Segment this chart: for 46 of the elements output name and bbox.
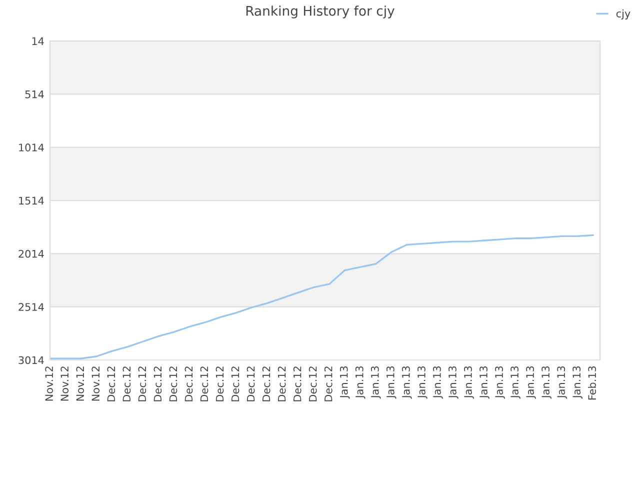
x-tick-label: Jan.13 <box>464 366 474 399</box>
x-tick-label: Dec.12 <box>154 366 162 402</box>
x-tick-label: Nov.12 <box>45 366 54 401</box>
x-tick-label: Jan.13 <box>495 366 505 399</box>
x-tick-label: Dec.12 <box>122 366 131 402</box>
line-series <box>50 234 594 360</box>
x-tick-label: Dec.12 <box>308 366 317 402</box>
x-tick-label: Jan.13 <box>355 366 366 399</box>
x-tick-label: Jan.13 <box>448 366 458 399</box>
x-tick-label: Jan.13 <box>386 366 396 399</box>
x-tick-label: Nov.12 <box>92 366 100 401</box>
x-tick-label: Jan.13 <box>557 366 567 399</box>
x-tick-label: Dec.12 <box>324 366 332 402</box>
x-tick-label: Dec.12 <box>107 366 116 402</box>
x-tick-label: Dec.12 <box>246 366 255 402</box>
x-tick-label: Jan.13 <box>480 366 490 399</box>
y-tick-label: 1014 <box>19 144 44 152</box>
x-tick-label: Dec.12 <box>278 366 286 402</box>
x-tick-label: Jan.13 <box>526 366 536 399</box>
x-tick-label: Dec.12 <box>169 366 178 402</box>
x-tick-label: Dec.12 <box>293 366 302 402</box>
x-tick-label: Feb.13 <box>588 366 596 400</box>
y-tick-label: 3014 <box>18 356 44 364</box>
x-tick-label: Jan.13 <box>542 366 552 399</box>
x-tick-label: Jan.13 <box>510 366 520 399</box>
x-tick-label: Dec.12 <box>138 366 146 402</box>
y-tick-label: 1514 <box>19 196 44 205</box>
x-tick-label: Jan.13 <box>418 366 428 399</box>
x-tick-label: Jan.13 <box>340 366 350 399</box>
legend-label: cjy <box>616 9 630 20</box>
y-tick-label: 2014 <box>18 250 44 258</box>
x-tick-label: Dec.12 <box>184 366 193 402</box>
y-tick-label: 14 <box>32 37 44 45</box>
y-tick-label: 514 <box>25 90 44 98</box>
x-tick-label: Dec.12 <box>216 366 224 402</box>
x-tick-label: Nov.12 <box>60 366 69 401</box>
x-tick-label: Nov.12 <box>76 366 84 401</box>
x-tick-label: Jan.13 <box>572 366 582 399</box>
x-tick-label: Jan.13 <box>402 366 412 399</box>
chart-title: Ranking History for cjy <box>246 6 394 18</box>
x-tick-label: Jan.13 <box>433 366 443 399</box>
x-tick-label: Dec.12 <box>200 366 208 402</box>
y-tick-label: 2514 <box>18 303 44 311</box>
x-tick-label: Jan.13 <box>370 366 381 399</box>
x-tick-label: Dec.12 <box>231 366 240 402</box>
x-tick-label: Dec.12 <box>262 366 270 402</box>
